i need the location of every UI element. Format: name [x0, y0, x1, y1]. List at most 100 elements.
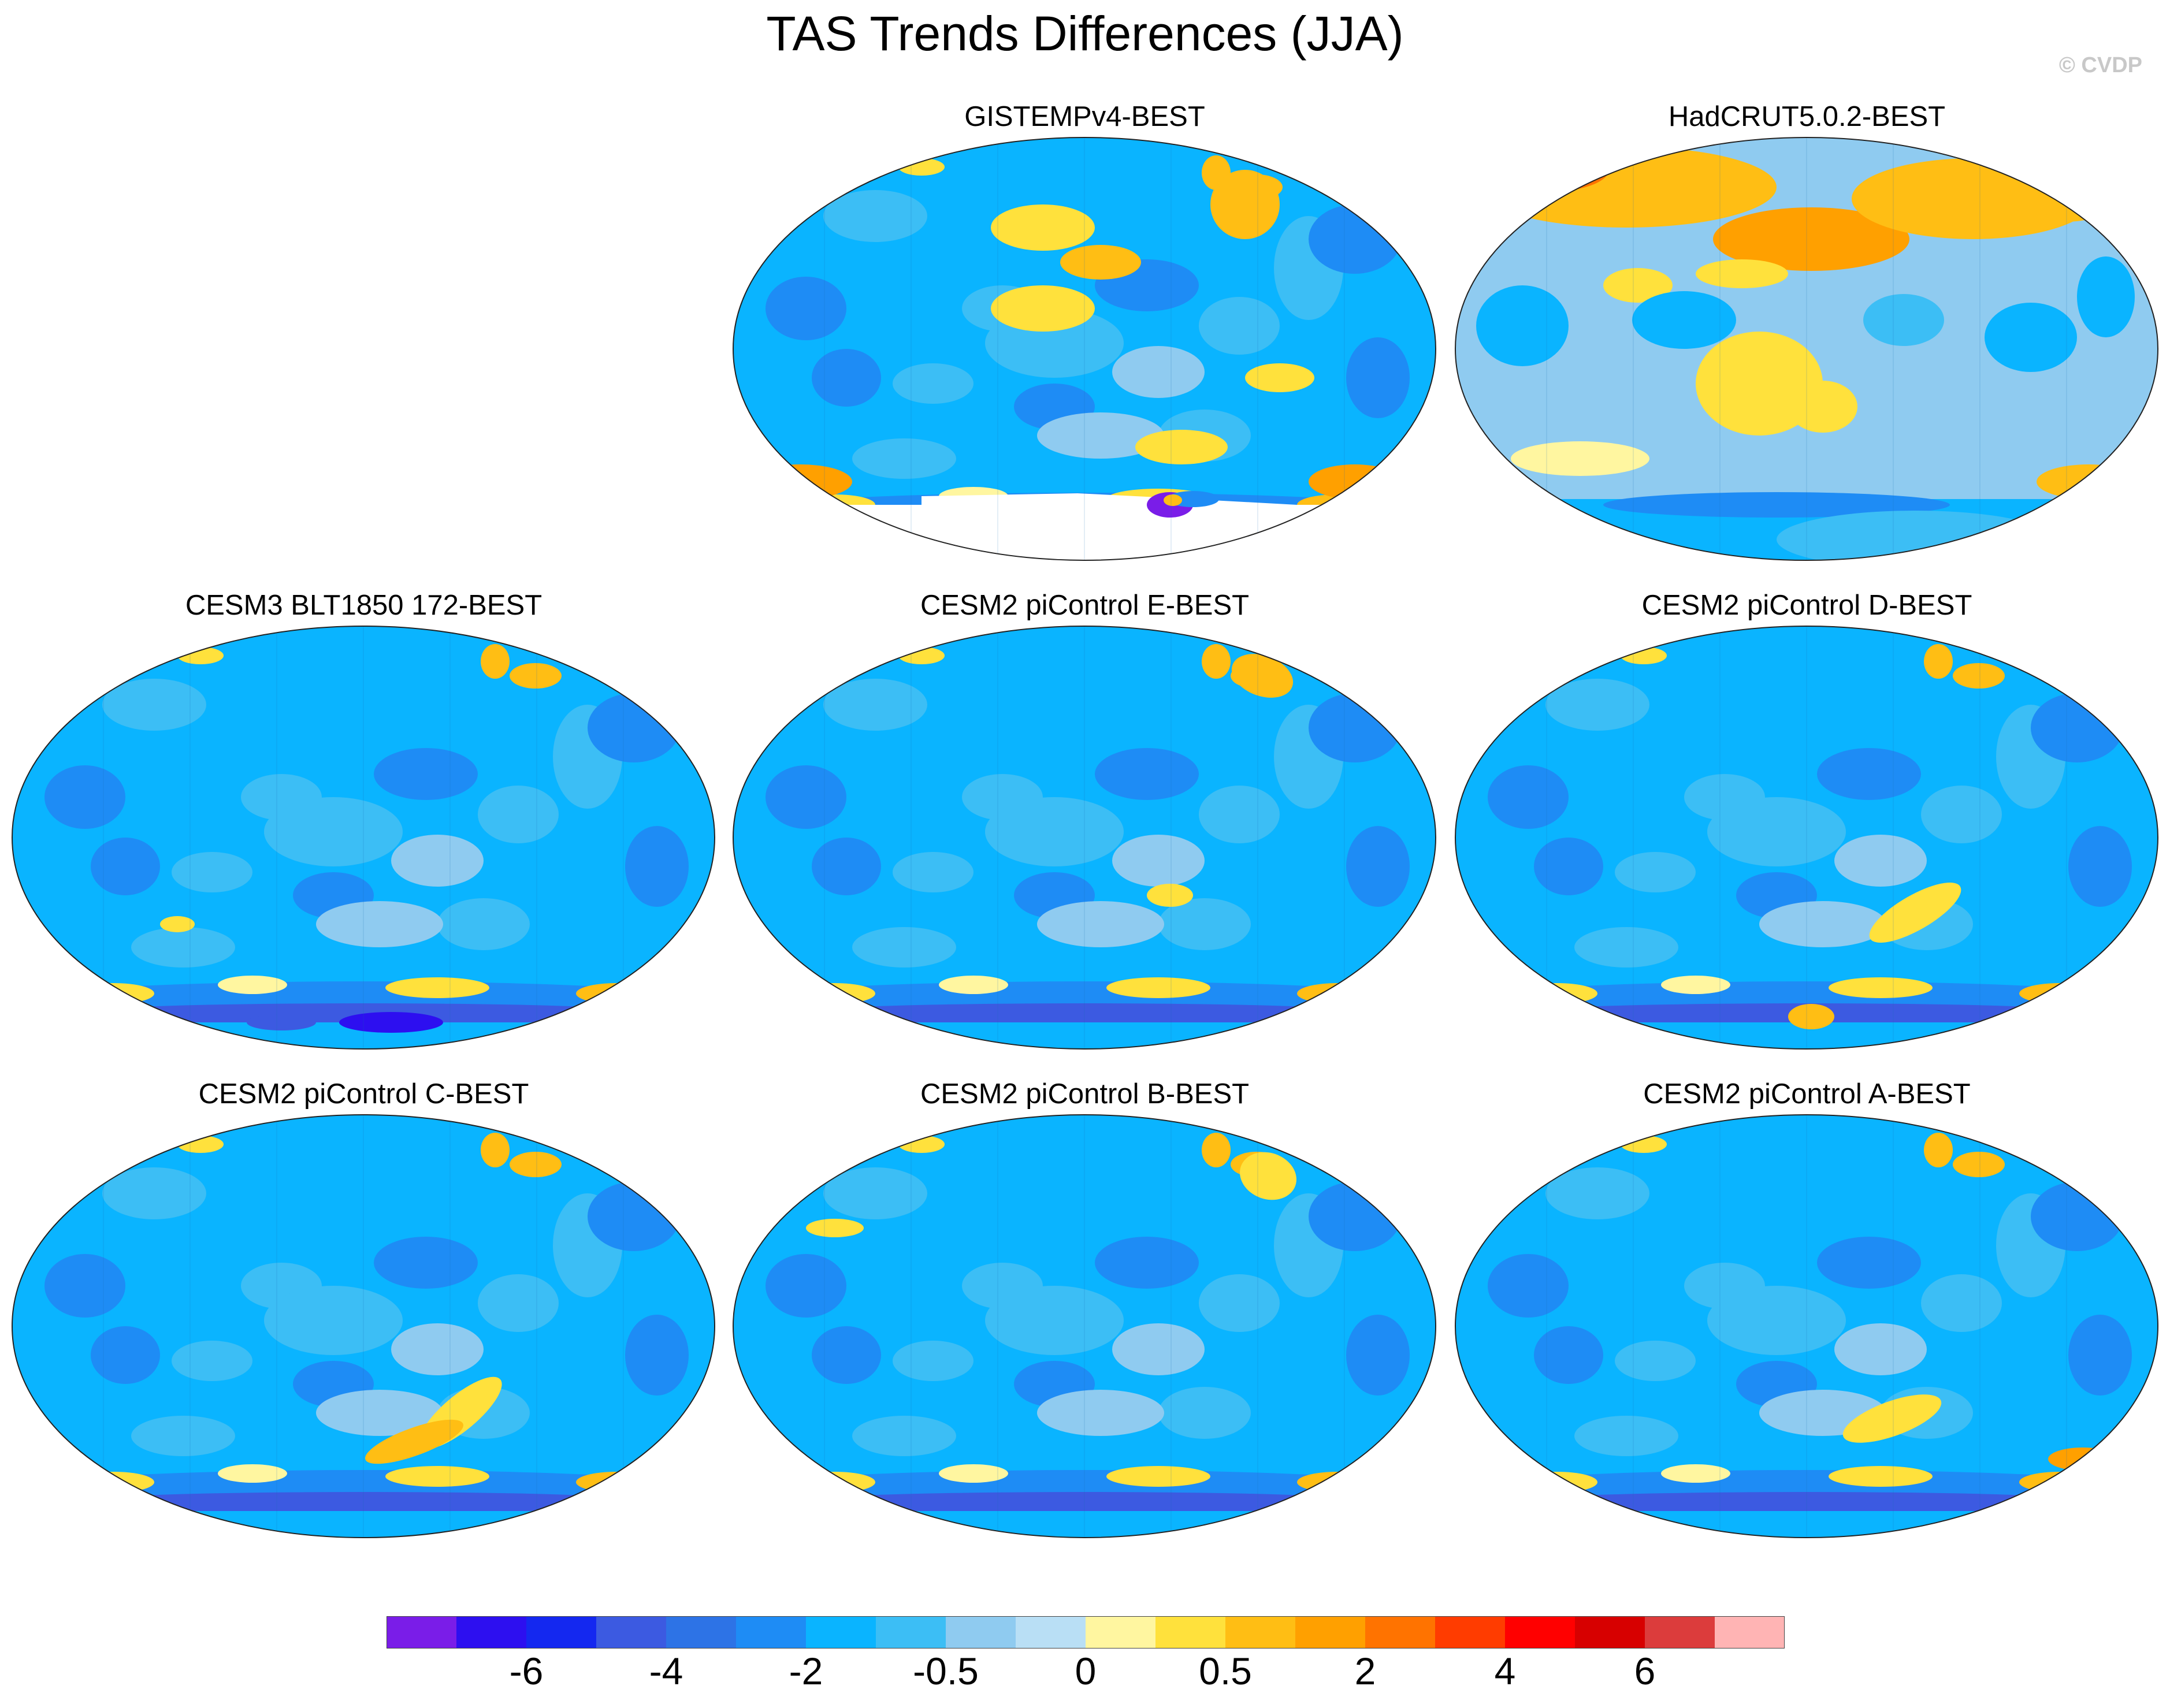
robinson-map: [12, 1114, 715, 1538]
anomaly-patch: [2037, 464, 2141, 499]
anomaly-patch: [1759, 901, 1886, 947]
robinson-map: [733, 1114, 1436, 1538]
anomaly-patch: [2077, 256, 2135, 337]
anomaly-patch: [985, 1286, 1124, 1355]
anomaly-patch: [172, 1341, 252, 1381]
map-panel-cesm3-blt1850: CESM3 BLT1850 172-BEST: [10, 588, 718, 1050]
anomaly-patch: [481, 644, 510, 679]
anomaly-patch: [1632, 291, 1736, 349]
anomaly-patch: [247, 1014, 316, 1030]
anomaly-patch: [1164, 494, 1182, 506]
colorbar-swatch: [806, 1616, 876, 1649]
anomaly-patch: [783, 1126, 829, 1145]
anomaly-patch: [783, 149, 829, 168]
anomaly-patch: [2031, 693, 2123, 762]
anomaly-patch: [1147, 884, 1193, 907]
anomaly-patch: [391, 835, 484, 887]
colorbar-swatch: [387, 1616, 457, 1649]
map-panel-cesm2-b: CESM2 piControl B-BEST: [731, 1077, 1439, 1538]
anomaly-patch: [44, 1254, 125, 1318]
anomaly-patch: [1506, 1492, 2107, 1513]
panel-title: HadCRUT5.0.2-BEST: [1668, 101, 1946, 132]
anomaly-patch: [1158, 1387, 1251, 1439]
colorbar-swatch: [736, 1616, 807, 1649]
anomaly-patch: [374, 748, 478, 800]
anomaly-patch: [1106, 977, 1210, 998]
anomaly-patch: [1829, 1466, 1933, 1487]
panel-title: CESM2 piControl D-BEST: [1641, 590, 1972, 621]
anomaly-patch: [1817, 748, 1921, 800]
anomaly-patch: [1060, 245, 1141, 280]
anomaly-patch: [812, 838, 881, 895]
anomaly-patch: [2031, 1182, 2123, 1251]
anomaly-patch: [1615, 852, 1696, 892]
colorbar-tick-label: 0: [1075, 1650, 1097, 1692]
panel-title: CESM2 piControl C-BEST: [198, 1078, 529, 1110]
anomaly-patch: [391, 1323, 484, 1375]
map-border: [733, 626, 1436, 1050]
anomaly-patch: [1309, 204, 1401, 274]
anomaly-patch: [1852, 158, 2094, 239]
anomaly-patch: [1534, 838, 1603, 895]
anomaly-patch: [1834, 1323, 1927, 1375]
map-border: [12, 1114, 715, 1538]
colorbar-swatch: [1155, 1616, 1226, 1649]
map-border: [1455, 1114, 2158, 1538]
anomaly-patch: [1661, 1464, 1730, 1483]
anomaly-patch: [1985, 303, 2077, 372]
anomaly-patch: [1707, 1286, 1846, 1355]
anomaly-patch: [1476, 147, 1777, 228]
anomaly-patch: [1924, 644, 1953, 679]
anomaly-patch: [1297, 1472, 1378, 1493]
anomaly-patch: [1346, 337, 1410, 418]
panel-title: CESM2 piControl B-BEST: [920, 1078, 1250, 1110]
anomaly-patch: [766, 277, 846, 340]
anomaly-patch: [339, 1012, 443, 1033]
anomaly-patch: [437, 898, 530, 950]
anomaly-patch: [2048, 1447, 2117, 1471]
anomaly-patch: [1112, 835, 1205, 887]
anomaly-patch: [784, 1003, 1385, 1024]
robinson-map: [733, 137, 1436, 561]
anomaly-patch: [2019, 983, 2100, 1004]
panel-title: CESM2 piControl E-BEST: [920, 590, 1250, 621]
anomaly-patch: [1511, 441, 1649, 476]
anomaly-patch: [1095, 1237, 1199, 1289]
anomaly-patch: [893, 363, 973, 404]
anomaly-patch: [576, 1472, 657, 1493]
colorbar-swatch: [1435, 1616, 1506, 1649]
colorbar-tick-label: -0.5: [913, 1650, 979, 1692]
colorbar-swatch: [1505, 1616, 1576, 1649]
colorbar-swatch: [1575, 1616, 1645, 1649]
colorbar-swatch: [1225, 1616, 1296, 1649]
anomaly-patch: [893, 852, 973, 892]
anomaly-patch: [823, 190, 927, 242]
anomaly-patch: [1534, 1326, 1603, 1384]
anomaly-patch: [1603, 492, 1950, 518]
anomaly-patch: [1346, 826, 1410, 907]
anomaly-patch: [1953, 1152, 2005, 1177]
colorbar-border: [387, 1616, 1785, 1649]
anomaly-patch: [1240, 1152, 1296, 1200]
anomaly-patch: [1158, 898, 1251, 950]
colorbar-swatch: [1086, 1616, 1156, 1649]
anomaly-patch: [588, 1182, 680, 1251]
colorbar-swatch: [1715, 1616, 1785, 1649]
anomaly-patch: [991, 204, 1095, 251]
colorbar-tick-label: 2: [1354, 1650, 1376, 1692]
colorbar-swatch: [1016, 1616, 1086, 1649]
anomaly-patch: [1346, 1315, 1410, 1396]
cvdp-credit: © CVDP: [2058, 53, 2142, 77]
anomaly-patch: [852, 927, 956, 968]
colorbar-swatch: [666, 1616, 737, 1649]
anomaly-patch: [2068, 826, 2132, 907]
panel-title: GISTEMPv4-BEST: [964, 101, 1205, 132]
anomaly-patch: [1924, 1133, 1953, 1167]
anomaly-patch: [478, 1274, 559, 1332]
anomaly-patch: [748, 464, 852, 499]
anomaly-patch: [1869, 883, 1961, 943]
anomaly-patch: [806, 1219, 864, 1237]
anomaly-patch: [2002, 152, 2129, 222]
anomaly-patch: [625, 826, 689, 907]
anomaly-patch: [385, 977, 489, 998]
